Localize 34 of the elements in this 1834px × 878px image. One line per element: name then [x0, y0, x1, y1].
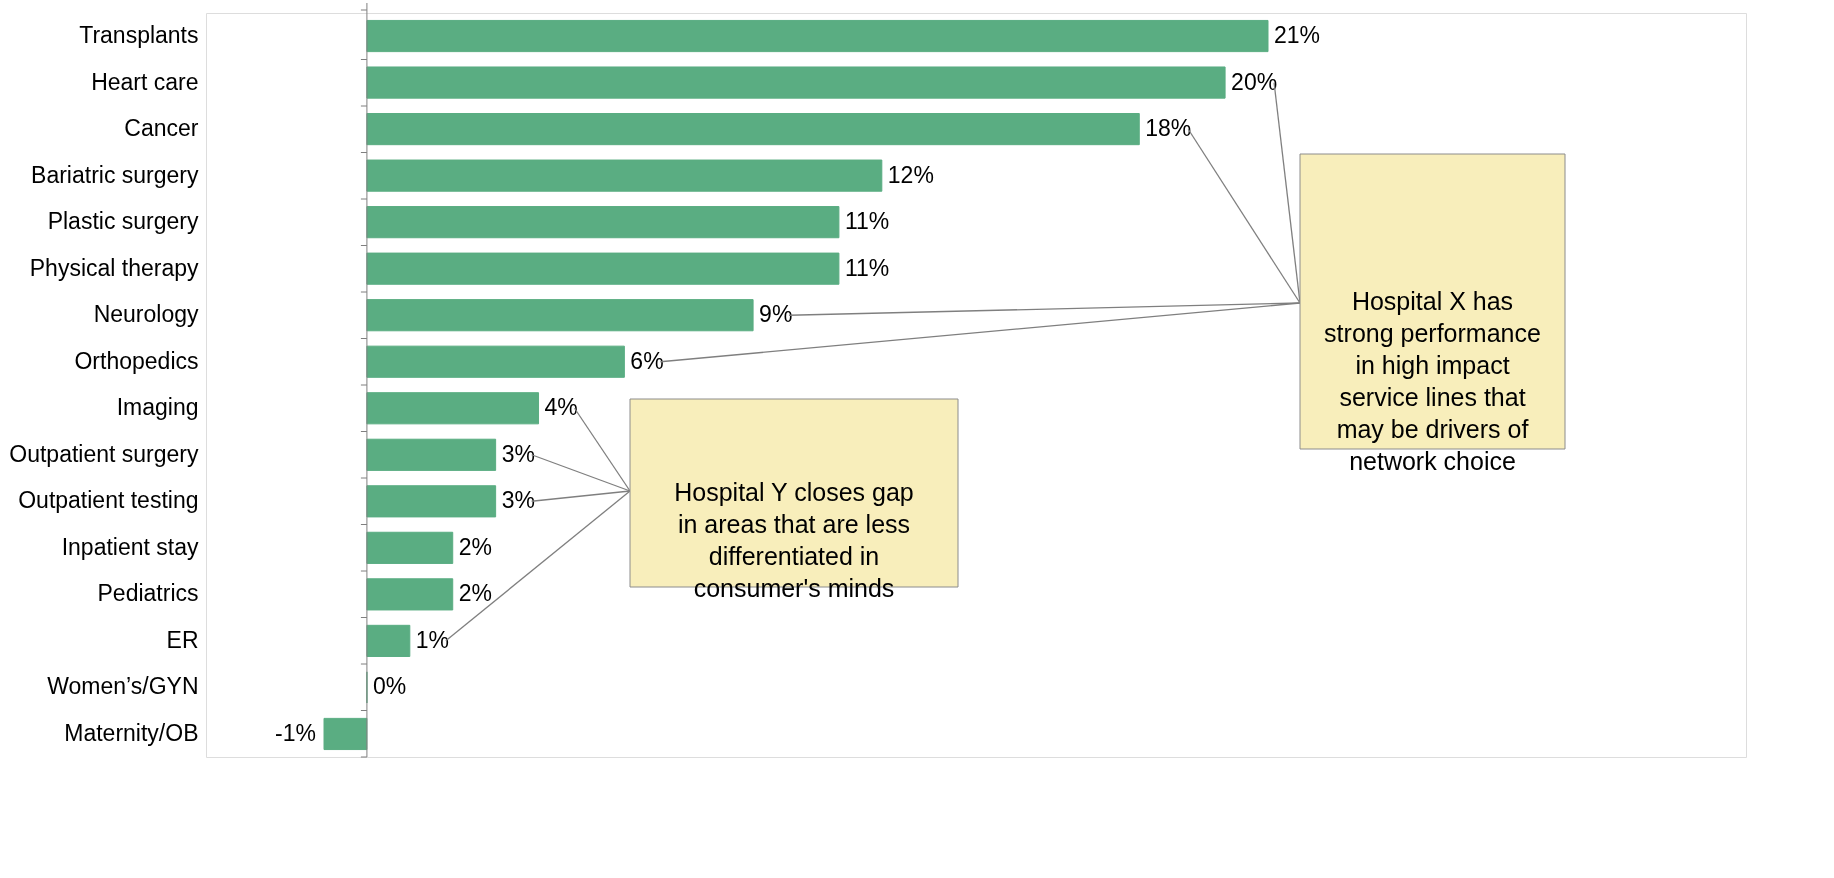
data-label: 12%: [887, 161, 934, 188]
data-label: 0%: [372, 673, 407, 700]
y-tick-label: Women’s/GYN: [47, 673, 199, 700]
y-tick-label: Bariatric surgery: [31, 161, 199, 188]
data-label: 3%: [501, 487, 535, 514]
y-tick-label: Inpatient stay: [61, 533, 199, 560]
data-label: 2%: [458, 580, 492, 607]
y-tick-label: Outpatient testing: [18, 487, 199, 514]
data-label: 11%: [844, 254, 890, 281]
data-label: 11%: [844, 208, 890, 235]
y-tick-label: Physical therapy: [29, 254, 199, 281]
data-label: 21%: [1274, 22, 1321, 49]
y-tick-label: Plastic surgery: [47, 208, 199, 235]
y-tick-label: Orthopedics: [74, 347, 199, 374]
data-label: 3%: [501, 440, 535, 467]
data-label: -1%: [275, 719, 316, 746]
y-tick-label: Transplants: [79, 22, 199, 49]
y-tick-label: Heart care: [91, 68, 199, 95]
data-label: 9%: [759, 301, 793, 328]
data-label: 20%: [1231, 68, 1278, 95]
data-label: 6%: [630, 347, 664, 374]
y-tick-label: Imaging: [116, 394, 199, 421]
y-tick-label: Cancer: [124, 115, 199, 142]
text: Hospital X has strong performance in high impact service lines that may be drivers of network choice: [1324, 286, 1541, 475]
y-tick-label: Outpatient surgery: [9, 440, 199, 467]
data-label: 1%: [415, 626, 450, 653]
y-tick-label: Maternity/OB: [64, 719, 199, 746]
y-tick-label: ER: [166, 626, 199, 653]
data-label: 2%: [458, 533, 492, 560]
data-label: 18%: [1145, 115, 1192, 142]
annotation: Hospital Y closes gap in areas that are less differentiated in consumer's minds: [674, 478, 914, 602]
data-label: 4%: [544, 394, 578, 421]
y-tick-label: Neurology: [93, 301, 199, 328]
y-tick-label: Pediatrics: [97, 580, 199, 607]
